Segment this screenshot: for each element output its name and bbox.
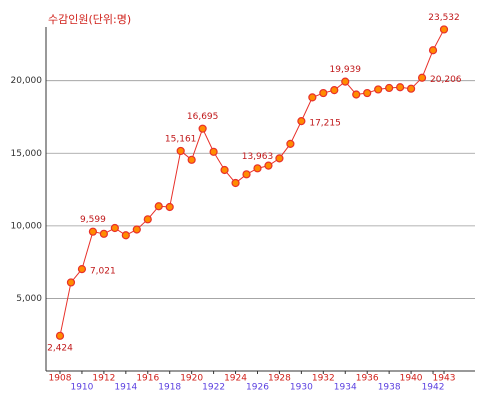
point <box>220 165 229 175</box>
point <box>297 117 306 126</box>
point <box>417 73 427 82</box>
y-tick-label: 10,000 <box>11 221 43 231</box>
point <box>330 86 339 95</box>
point <box>88 227 98 236</box>
point <box>55 331 65 340</box>
data-label: 13,963 <box>242 152 274 162</box>
point <box>187 155 196 164</box>
point <box>231 178 240 188</box>
data-label: 20,206 <box>430 75 462 85</box>
x-tick-label: 1910 <box>70 383 93 393</box>
point <box>66 278 76 287</box>
point <box>242 170 251 179</box>
point <box>165 202 174 212</box>
point <box>110 223 119 233</box>
x-tick-label: 1924 <box>224 374 247 384</box>
point <box>121 231 130 240</box>
x-tick-label: 1922 <box>202 383 225 393</box>
data-label: 2,424 <box>47 343 73 353</box>
point <box>132 225 141 234</box>
y-tick-label: 5,000 <box>16 294 42 304</box>
data-label: 9,599 <box>80 215 106 225</box>
point <box>352 90 361 99</box>
data-label: 19,939 <box>330 65 362 75</box>
point <box>428 46 438 55</box>
chart-title: 수감인원(단위:명) <box>48 13 131 26</box>
x-tick-label: 1930 <box>290 383 313 393</box>
point <box>99 229 108 238</box>
point <box>275 154 284 163</box>
point <box>319 88 328 98</box>
point <box>363 88 372 98</box>
data-label: 7,021 <box>90 267 116 277</box>
x-tick-label: 1938 <box>378 383 401 393</box>
x-tick-label: 1943 <box>433 374 456 384</box>
point <box>396 83 405 92</box>
x-tick-label: 1936 <box>356 374 379 384</box>
x-tick-label: 1914 <box>114 383 137 393</box>
x-tick-label: 1940 <box>400 374 423 384</box>
x-tick-label: 1908 <box>49 374 72 384</box>
x-tick-label: 1926 <box>246 383 269 393</box>
point <box>176 146 185 156</box>
y-tick-label: 15,000 <box>11 149 43 159</box>
point <box>308 93 317 102</box>
point <box>385 83 394 93</box>
point <box>286 139 295 148</box>
point <box>341 77 350 86</box>
point <box>374 85 383 94</box>
point <box>154 202 163 211</box>
point <box>253 164 262 173</box>
x-tick-label: 1918 <box>158 383 181 393</box>
x-tick-label: 1942 <box>422 383 445 393</box>
x-tick-label: 1912 <box>92 374 115 384</box>
y-tick-label: 20,000 <box>11 76 43 86</box>
point <box>264 161 273 170</box>
x-tick-label: 1928 <box>268 374 291 384</box>
point <box>439 25 449 34</box>
x-tick-label: 1934 <box>334 383 357 393</box>
line <box>59 29 445 336</box>
data-label: 17,215 <box>309 119 341 129</box>
point <box>198 124 207 133</box>
x-tick-label: 1916 <box>136 374 159 384</box>
point <box>143 215 152 224</box>
point <box>77 264 87 274</box>
data-label: 16,695 <box>187 112 219 122</box>
x-tick-label: 1920 <box>180 374 203 384</box>
data-label: 15,161 <box>165 134 197 144</box>
data-label: 23,532 <box>428 13 460 23</box>
x-tick-label: 1932 <box>312 374 335 384</box>
point <box>406 84 416 93</box>
point <box>209 147 218 156</box>
